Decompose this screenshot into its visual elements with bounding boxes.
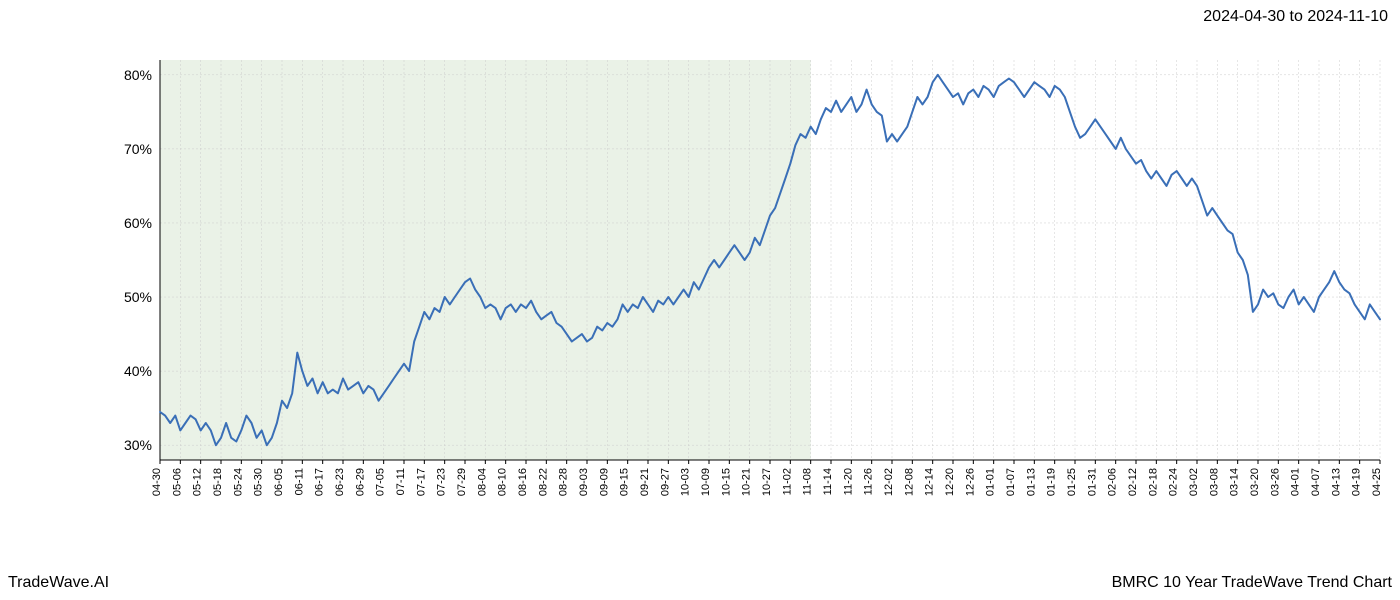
svg-text:08-04: 08-04 xyxy=(476,468,488,496)
svg-text:07-17: 07-17 xyxy=(415,468,427,496)
svg-text:02-24: 02-24 xyxy=(1168,468,1180,496)
svg-text:12-20: 12-20 xyxy=(944,468,956,496)
svg-text:09-03: 09-03 xyxy=(578,468,590,496)
svg-text:10-15: 10-15 xyxy=(720,468,732,496)
svg-text:10-03: 10-03 xyxy=(680,468,692,496)
line-chart: 30% 40% 50% 60% 70% 80% 04-30 05-06 05-12 05-18 05… xyxy=(100,50,1390,520)
svg-text:07-05: 07-05 xyxy=(375,468,387,496)
svg-text:06-11: 06-11 xyxy=(293,468,305,495)
svg-text:07-23: 07-23 xyxy=(436,468,448,496)
svg-text:03-02: 03-02 xyxy=(1188,468,1200,496)
svg-text:09-09: 09-09 xyxy=(598,468,610,496)
svg-text:09-21: 09-21 xyxy=(639,468,651,496)
svg-text:04-01: 04-01 xyxy=(1290,468,1302,496)
svg-text:01-07: 01-07 xyxy=(1005,468,1017,496)
svg-text:06-23: 06-23 xyxy=(334,468,346,496)
svg-text:05-06: 05-06 xyxy=(171,468,183,496)
svg-text:03-20: 03-20 xyxy=(1249,468,1261,496)
svg-text:11-20: 11-20 xyxy=(842,468,854,495)
svg-text:50%: 50% xyxy=(124,289,152,305)
svg-text:05-24: 05-24 xyxy=(232,468,244,496)
svg-text:80%: 80% xyxy=(124,67,152,83)
svg-text:05-12: 05-12 xyxy=(192,468,204,496)
svg-text:60%: 60% xyxy=(124,215,152,231)
svg-text:70%: 70% xyxy=(124,141,152,157)
svg-text:12-02: 12-02 xyxy=(883,468,895,496)
svg-text:04-07: 04-07 xyxy=(1310,468,1322,496)
svg-text:06-17: 06-17 xyxy=(314,468,326,496)
svg-text:03-08: 03-08 xyxy=(1208,468,1220,496)
svg-text:06-05: 06-05 xyxy=(273,468,285,496)
svg-text:06-29: 06-29 xyxy=(354,468,366,496)
svg-text:04-13: 04-13 xyxy=(1330,468,1342,496)
svg-text:05-18: 05-18 xyxy=(212,468,224,496)
svg-text:07-29: 07-29 xyxy=(456,468,468,496)
svg-text:10-09: 10-09 xyxy=(700,468,712,496)
svg-text:11-08: 11-08 xyxy=(802,468,814,495)
svg-text:07-11: 07-11 xyxy=(395,468,407,495)
svg-text:03-14: 03-14 xyxy=(1229,468,1241,496)
svg-text:04-19: 04-19 xyxy=(1351,468,1363,496)
svg-text:09-27: 09-27 xyxy=(659,468,671,496)
svg-text:08-16: 08-16 xyxy=(517,468,529,496)
svg-text:01-01: 01-01 xyxy=(985,468,997,496)
svg-text:11-02: 11-02 xyxy=(781,468,793,495)
svg-text:05-30: 05-30 xyxy=(253,468,265,496)
svg-text:10-21: 10-21 xyxy=(741,468,753,496)
svg-text:30%: 30% xyxy=(124,437,152,453)
svg-text:08-10: 08-10 xyxy=(497,468,509,496)
svg-text:02-06: 02-06 xyxy=(1107,468,1119,496)
chart-title: BMRC 10 Year TradeWave Trend Chart xyxy=(1112,574,1392,592)
svg-text:08-22: 08-22 xyxy=(537,468,549,496)
svg-text:01-31: 01-31 xyxy=(1086,468,1098,496)
svg-text:01-13: 01-13 xyxy=(1025,468,1037,496)
svg-text:11-14: 11-14 xyxy=(822,468,834,495)
date-range-label: 2024-04-30 to 2024-11-10 xyxy=(1203,8,1388,26)
svg-text:01-25: 01-25 xyxy=(1066,468,1078,496)
svg-text:01-19: 01-19 xyxy=(1046,468,1058,496)
svg-text:11-26: 11-26 xyxy=(863,468,875,495)
svg-text:02-12: 02-12 xyxy=(1127,468,1139,496)
svg-text:08-28: 08-28 xyxy=(558,468,570,496)
brand-label: TradeWave.AI xyxy=(8,574,109,592)
svg-text:40%: 40% xyxy=(124,363,152,379)
svg-text:04-30: 04-30 xyxy=(151,468,163,496)
svg-text:12-08: 12-08 xyxy=(903,468,915,496)
chart-area: 30% 40% 50% 60% 70% 80% 04-30 05-06 05-12 05-18 05… xyxy=(100,50,1390,520)
svg-text:04-25: 04-25 xyxy=(1371,468,1383,496)
svg-text:02-18: 02-18 xyxy=(1147,468,1159,496)
svg-text:03-26: 03-26 xyxy=(1269,468,1281,496)
svg-text:09-15: 09-15 xyxy=(619,468,631,496)
svg-text:10-27: 10-27 xyxy=(761,468,773,496)
svg-text:12-26: 12-26 xyxy=(964,468,976,496)
svg-text:12-14: 12-14 xyxy=(924,468,936,496)
